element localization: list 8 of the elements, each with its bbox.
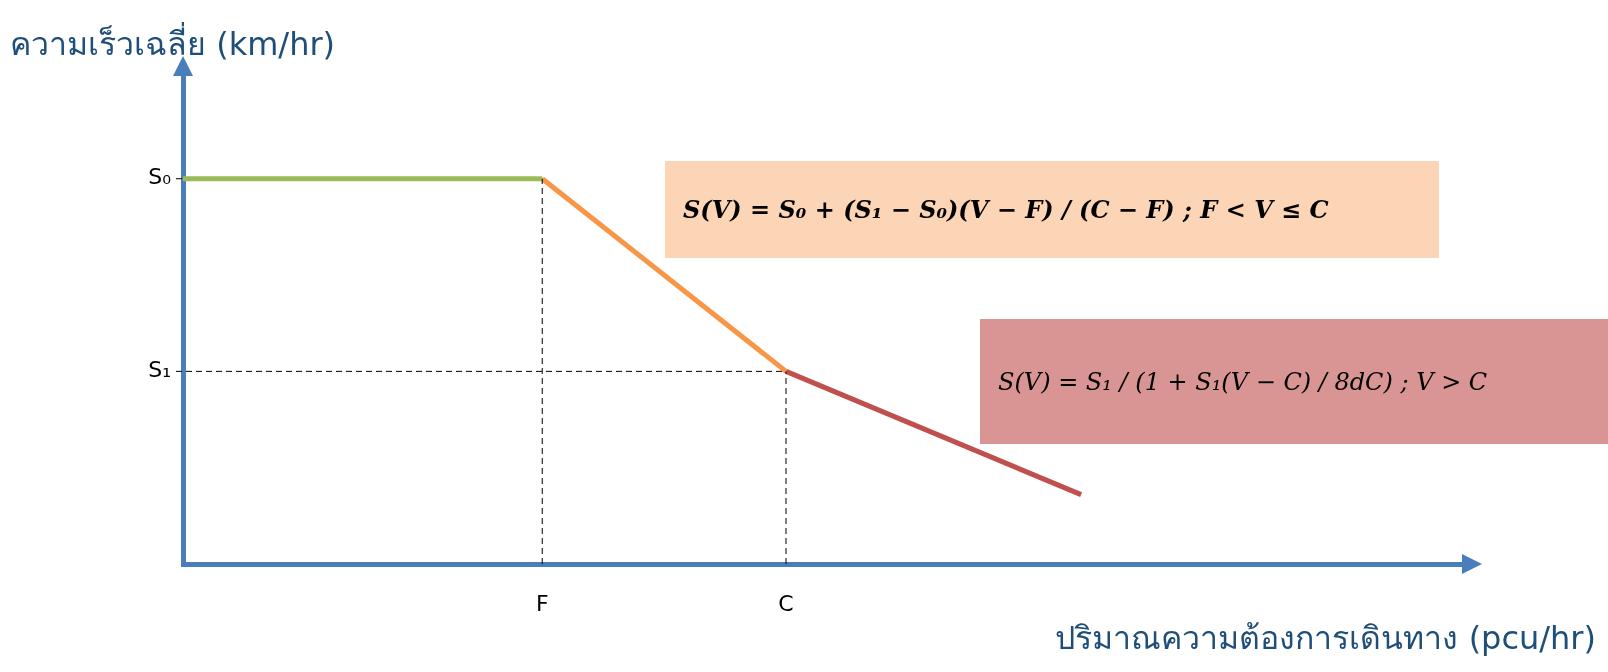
formula-panel: S(V) = S₀ + (S₁ − S₀)(V − F) / (C − F) ; F < V ≤ C (665, 161, 1439, 258)
ref-line-label: S₁ (148, 357, 171, 383)
x-tick-label: C (778, 590, 794, 616)
x-axis-title: ปริมาณความต้องการเดินทาง (pcu/hr) (1055, 618, 1596, 659)
x-tick-label: F (535, 590, 549, 616)
formula-panel: S(V) = S₁ / (1 + S₁(V − C) / 8dC) ; V > C (980, 319, 1608, 444)
ref-line-label: S₀ (148, 164, 172, 190)
y-axis-title: ความเร็วเฉลี่ย (km/hr) (10, 21, 336, 65)
